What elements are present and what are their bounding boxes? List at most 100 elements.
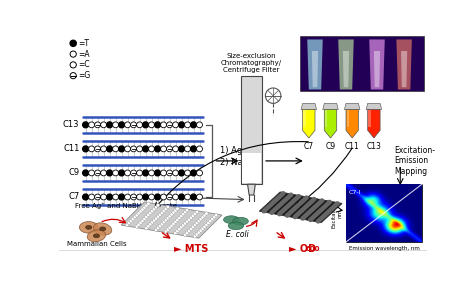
Circle shape bbox=[133, 216, 137, 219]
Circle shape bbox=[172, 222, 175, 225]
Circle shape bbox=[189, 227, 193, 231]
Circle shape bbox=[166, 228, 170, 231]
Circle shape bbox=[118, 194, 125, 200]
Circle shape bbox=[314, 213, 318, 217]
Circle shape bbox=[284, 198, 287, 201]
Circle shape bbox=[197, 231, 201, 234]
Circle shape bbox=[203, 225, 206, 228]
Circle shape bbox=[300, 201, 303, 204]
Circle shape bbox=[305, 204, 309, 207]
Circle shape bbox=[131, 170, 137, 176]
Circle shape bbox=[131, 194, 137, 200]
Circle shape bbox=[283, 208, 286, 211]
Circle shape bbox=[158, 224, 162, 228]
Circle shape bbox=[275, 206, 279, 209]
Ellipse shape bbox=[100, 227, 106, 231]
Circle shape bbox=[107, 122, 112, 128]
Circle shape bbox=[143, 206, 146, 209]
Bar bbox=[346, 184, 422, 242]
Polygon shape bbox=[121, 202, 222, 238]
Circle shape bbox=[82, 146, 89, 152]
Circle shape bbox=[113, 194, 118, 200]
Text: =T: =T bbox=[78, 39, 89, 48]
Circle shape bbox=[307, 202, 310, 206]
Circle shape bbox=[312, 215, 316, 218]
Circle shape bbox=[70, 51, 76, 57]
Circle shape bbox=[287, 195, 291, 198]
Circle shape bbox=[160, 211, 164, 214]
Circle shape bbox=[310, 199, 314, 202]
Circle shape bbox=[166, 194, 173, 200]
Circle shape bbox=[294, 206, 298, 209]
Circle shape bbox=[327, 210, 330, 213]
Circle shape bbox=[107, 170, 112, 176]
Polygon shape bbox=[323, 103, 338, 110]
Circle shape bbox=[325, 212, 328, 215]
Polygon shape bbox=[374, 51, 380, 87]
Circle shape bbox=[298, 202, 301, 206]
Circle shape bbox=[197, 170, 202, 176]
Circle shape bbox=[205, 223, 208, 227]
Text: 1) Ag⁺: 1) Ag⁺ bbox=[219, 146, 246, 154]
Circle shape bbox=[319, 201, 322, 204]
Circle shape bbox=[125, 170, 130, 176]
Ellipse shape bbox=[93, 234, 100, 238]
Circle shape bbox=[155, 122, 161, 128]
Circle shape bbox=[191, 225, 195, 229]
Circle shape bbox=[310, 216, 314, 220]
Circle shape bbox=[319, 208, 323, 212]
Circle shape bbox=[129, 219, 133, 223]
Circle shape bbox=[308, 210, 311, 214]
Circle shape bbox=[137, 122, 143, 128]
Circle shape bbox=[178, 227, 181, 231]
Circle shape bbox=[95, 122, 100, 128]
Circle shape bbox=[297, 195, 301, 198]
Circle shape bbox=[302, 207, 305, 210]
Circle shape bbox=[153, 208, 156, 211]
Text: C7: C7 bbox=[68, 193, 80, 201]
Circle shape bbox=[107, 146, 112, 152]
Circle shape bbox=[179, 122, 184, 128]
Circle shape bbox=[113, 146, 118, 152]
Text: Emission wavelength, nm: Emission wavelength, nm bbox=[348, 246, 419, 251]
Polygon shape bbox=[307, 39, 323, 89]
Circle shape bbox=[323, 205, 326, 209]
Circle shape bbox=[146, 202, 150, 205]
Circle shape bbox=[174, 209, 177, 212]
Circle shape bbox=[161, 194, 166, 200]
Circle shape bbox=[269, 203, 273, 206]
Circle shape bbox=[199, 229, 202, 232]
Circle shape bbox=[266, 206, 269, 210]
Circle shape bbox=[170, 213, 173, 216]
Circle shape bbox=[301, 199, 305, 203]
Circle shape bbox=[182, 212, 185, 216]
Text: Excitation-
Emission
Mapping: Excitation- Emission Mapping bbox=[394, 146, 435, 176]
Circle shape bbox=[299, 210, 302, 214]
Circle shape bbox=[270, 211, 273, 214]
Polygon shape bbox=[366, 103, 382, 110]
Circle shape bbox=[183, 233, 187, 236]
Circle shape bbox=[89, 170, 94, 176]
Polygon shape bbox=[312, 51, 318, 87]
Circle shape bbox=[131, 122, 137, 128]
Circle shape bbox=[113, 170, 118, 176]
Circle shape bbox=[277, 204, 281, 208]
Circle shape bbox=[191, 146, 197, 152]
Circle shape bbox=[318, 218, 322, 221]
Circle shape bbox=[100, 122, 107, 128]
Circle shape bbox=[309, 218, 312, 222]
Circle shape bbox=[100, 170, 107, 176]
Circle shape bbox=[199, 218, 202, 221]
Circle shape bbox=[184, 170, 191, 176]
Circle shape bbox=[214, 214, 218, 217]
Circle shape bbox=[151, 209, 154, 213]
Circle shape bbox=[309, 201, 312, 204]
Circle shape bbox=[173, 194, 179, 200]
Circle shape bbox=[156, 215, 160, 218]
Ellipse shape bbox=[80, 222, 98, 233]
Circle shape bbox=[316, 212, 319, 215]
Circle shape bbox=[128, 221, 131, 225]
Circle shape bbox=[155, 206, 158, 209]
Circle shape bbox=[189, 216, 193, 219]
Circle shape bbox=[183, 210, 187, 214]
